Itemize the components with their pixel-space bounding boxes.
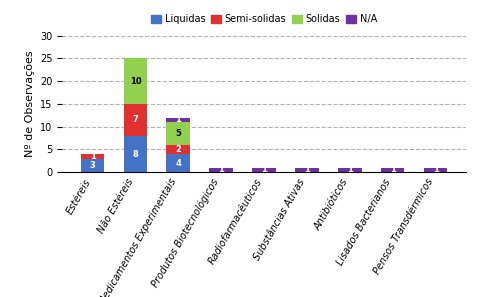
Bar [81, 154, 104, 159]
Text: 1: 1 [390, 165, 396, 174]
Bar [252, 168, 276, 172]
Legend: Liquidas, Semi-solidas, Solidas, N/A: Liquidas, Semi-solidas, Solidas, N/A [147, 10, 381, 28]
Bar [167, 118, 190, 122]
Bar [381, 168, 405, 172]
Bar [123, 136, 147, 172]
Text: 7: 7 [132, 116, 138, 124]
Text: 1: 1 [432, 165, 438, 174]
Bar [338, 168, 361, 172]
Bar [167, 122, 190, 145]
Text: 2: 2 [175, 145, 181, 154]
Text: 1: 1 [218, 165, 224, 174]
Text: 1: 1 [261, 165, 267, 174]
Bar [123, 59, 147, 104]
Bar [81, 159, 104, 172]
Text: 1: 1 [90, 152, 96, 161]
Bar [209, 168, 233, 172]
Bar [123, 104, 147, 136]
Text: 10: 10 [130, 77, 141, 86]
Text: 8: 8 [132, 150, 138, 159]
Bar [295, 168, 319, 172]
Bar [167, 145, 190, 154]
Text: 1: 1 [304, 165, 310, 174]
Text: 1: 1 [175, 116, 181, 124]
Bar [167, 154, 190, 172]
Y-axis label: Nº de Observações: Nº de Observações [24, 50, 35, 157]
Text: 4: 4 [175, 159, 181, 168]
Text: 3: 3 [90, 161, 96, 170]
Bar [424, 168, 447, 172]
Text: 5: 5 [175, 129, 181, 138]
Text: 1: 1 [347, 165, 353, 174]
